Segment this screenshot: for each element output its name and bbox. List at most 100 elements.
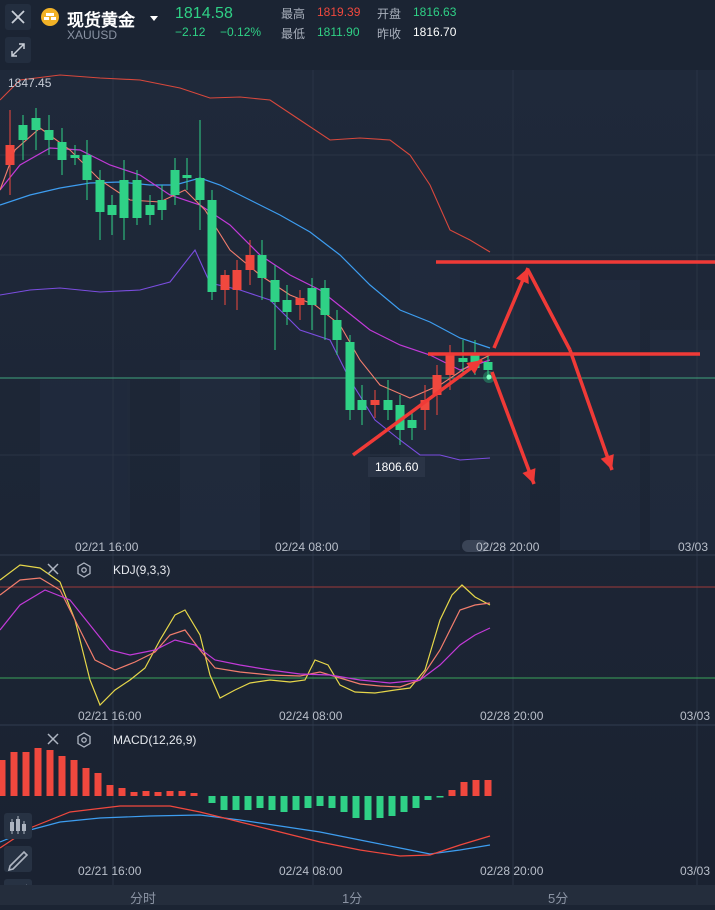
annotation-peak-line [526, 269, 572, 351]
candle-body [345, 342, 355, 410]
candle-body [432, 375, 442, 395]
time-tick: 02/28 20:00 [480, 709, 544, 723]
time-tick: 02/24 08:00 [279, 864, 343, 878]
tab-1min[interactable]: 1分 [342, 891, 363, 906]
macd-histogram-bar [460, 782, 468, 796]
tab-5min[interactable]: 5分 [548, 891, 569, 906]
macd-label: MACD(12,26,9) [113, 733, 197, 747]
period-tab-bar: 分时 1分 5分 [0, 885, 715, 906]
candle-body [320, 288, 330, 315]
expand-tool-button[interactable] [5, 37, 31, 63]
candle-body [70, 155, 80, 158]
candle-body [332, 320, 342, 340]
time-tick: 02/24 08:00 [279, 709, 343, 723]
close-icon [47, 563, 59, 575]
change-percent: −0.12% [220, 25, 262, 39]
candle-body [82, 155, 92, 180]
macd-histogram-bar [10, 752, 18, 796]
annotation-arrow-up-shaft [351, 358, 484, 457]
symbol-code: XAUUSD [67, 28, 118, 42]
tab-fenshi[interactable]: 分时 [130, 891, 157, 906]
candle-body [207, 200, 217, 292]
close-button[interactable] [5, 4, 31, 30]
candle-body [445, 355, 455, 375]
close-icon [47, 733, 59, 745]
quote-header: 现货黄金 XAUUSD 1814.58 −2.12 −0.12% 最高 1819… [0, 0, 715, 70]
prev-close-value: 1816.70 [413, 25, 457, 39]
low-label: 最低 [281, 27, 306, 41]
candle-body [18, 125, 28, 140]
expand-tool-icon [11, 43, 25, 57]
max-price-label: 1847.45 [8, 76, 52, 90]
macd-close-button[interactable] [46, 732, 60, 751]
macd-histogram-bar [292, 796, 300, 810]
macd-dif-line [0, 805, 491, 857]
macd-histogram-bar [280, 796, 288, 812]
candle-body [95, 180, 105, 212]
last-price: 1814.58 [175, 5, 233, 22]
kdj-k-line [0, 577, 491, 688]
candle-body [157, 200, 167, 210]
candle-body [5, 145, 15, 165]
macd-histogram-bar [106, 785, 114, 796]
draw-line-button[interactable] [4, 846, 32, 872]
prev-close-label: 昨收 [377, 27, 402, 41]
close-icon [11, 10, 25, 24]
candle-style-button[interactable] [4, 813, 32, 839]
low-value: 1811.90 [317, 25, 360, 39]
candle-body [383, 400, 393, 410]
boll-upper-line [0, 74, 491, 253]
gear-icon [77, 562, 91, 578]
kdj-settings-button[interactable] [76, 562, 92, 583]
time-tick: 03/03 [678, 540, 709, 554]
macd-histogram-bar [352, 796, 360, 818]
annotation-arrow-down-head [522, 468, 536, 484]
candle-body [357, 400, 367, 410]
current-price-dot [486, 374, 492, 380]
candle-body [295, 298, 305, 305]
annotation-arrow-up-head [466, 360, 482, 375]
macd-histogram-bar [34, 748, 42, 796]
ma-blue-line [0, 177, 491, 349]
macd-histogram-bar [244, 796, 252, 810]
scroll-handle[interactable] [462, 540, 488, 552]
candle-body [245, 255, 255, 270]
macd-histogram-bar [118, 788, 126, 796]
macd-histogram-bar [166, 791, 174, 796]
time-tick: 02/24 08:00 [275, 540, 339, 554]
annotation-arrow-down-right-head [600, 454, 614, 470]
macd-histogram-bar [178, 791, 186, 796]
macd-histogram-bar [94, 773, 102, 796]
macd-settings-button[interactable] [76, 732, 92, 753]
change-value: −2.12 [175, 25, 206, 39]
gold-logo-icon [41, 8, 59, 26]
time-tick: 02/21 16:00 [75, 540, 139, 554]
time-tick: 02/21 16:00 [78, 864, 142, 878]
annotation-arrow-up-right-shaft [492, 267, 530, 349]
macd-histogram-bar [472, 780, 480, 796]
candle-body [370, 400, 380, 405]
open-value: 1816.63 [413, 5, 457, 19]
macd-histogram-bar [388, 796, 396, 816]
macd-histogram-bar [22, 752, 30, 796]
instrument-name[interactable]: 现货黄金 [67, 11, 135, 30]
caret-down-icon[interactable] [149, 10, 159, 28]
candle-body [307, 288, 317, 305]
draw-line-icon [7, 850, 29, 872]
macd-histogram-bar [484, 780, 492, 796]
candle-body [220, 275, 230, 290]
annotation-arrow-down-shaft [490, 371, 536, 485]
high-label: 最高 [281, 7, 306, 21]
candle-body [395, 405, 405, 430]
high-value: 1819.39 [317, 5, 361, 19]
candle-body [107, 205, 117, 215]
kdj-d-line [0, 589, 491, 684]
kdj-label: KDJ(9,3,3) [113, 563, 171, 577]
macd-histogram-bar [190, 793, 198, 796]
macd-histogram-bar [220, 796, 228, 810]
macd-histogram-bar [364, 796, 372, 820]
kdj-close-button[interactable] [46, 562, 60, 581]
kdj-j-line [0, 564, 491, 707]
